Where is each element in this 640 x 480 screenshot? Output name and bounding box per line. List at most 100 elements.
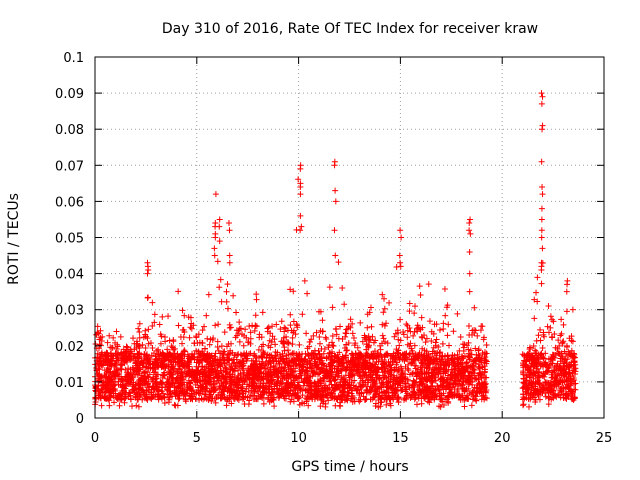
data-point bbox=[481, 369, 488, 376]
data-point bbox=[551, 330, 558, 337]
chart-title: Day 310 of 2016, Rate Of TEC Index for r… bbox=[162, 21, 538, 37]
data-point bbox=[252, 369, 259, 376]
data-point bbox=[274, 369, 281, 376]
data-point bbox=[220, 357, 227, 364]
data-point bbox=[118, 396, 125, 403]
data-point bbox=[127, 350, 134, 357]
data-point bbox=[477, 357, 484, 364]
data-point bbox=[193, 333, 200, 340]
data-point bbox=[416, 325, 423, 332]
data-point bbox=[201, 323, 208, 330]
data-point bbox=[533, 352, 540, 359]
data-point bbox=[226, 227, 233, 234]
y-tick-label: 0.01 bbox=[55, 376, 84, 391]
data-point bbox=[565, 385, 572, 392]
data-point bbox=[132, 370, 139, 377]
data-point bbox=[148, 395, 155, 402]
data-point bbox=[538, 158, 545, 165]
x-tick-label: 15 bbox=[392, 431, 409, 446]
data-point bbox=[323, 335, 330, 342]
data-point bbox=[373, 388, 380, 395]
data-point bbox=[269, 378, 276, 385]
data-point bbox=[528, 352, 535, 359]
data-point bbox=[477, 365, 484, 372]
data-point bbox=[216, 361, 223, 368]
data-point bbox=[445, 361, 452, 368]
data-point bbox=[530, 386, 537, 393]
data-point bbox=[466, 350, 473, 357]
data-point bbox=[181, 328, 188, 335]
data-point bbox=[194, 384, 201, 391]
data-point bbox=[311, 388, 318, 395]
data-point bbox=[568, 359, 575, 366]
data-point bbox=[397, 377, 404, 384]
data-point bbox=[402, 350, 409, 357]
data-point bbox=[289, 350, 296, 357]
data-point bbox=[303, 395, 310, 402]
data-point bbox=[538, 361, 545, 368]
data-point bbox=[233, 309, 240, 316]
data-point bbox=[531, 370, 538, 377]
data-point bbox=[168, 361, 175, 368]
data-point bbox=[304, 370, 311, 377]
data-point bbox=[551, 392, 558, 399]
data-point bbox=[341, 397, 348, 404]
data-point bbox=[212, 234, 219, 241]
data-point bbox=[255, 346, 262, 353]
data-point bbox=[284, 384, 291, 391]
data-point bbox=[443, 304, 450, 311]
data-point bbox=[354, 355, 361, 362]
data-point bbox=[94, 323, 101, 330]
data-point bbox=[383, 389, 390, 396]
data-point bbox=[428, 372, 435, 379]
y-tick-label: 0 bbox=[76, 412, 84, 427]
data-point bbox=[199, 350, 206, 357]
data-point bbox=[336, 349, 343, 356]
data-point bbox=[104, 361, 111, 368]
data-point bbox=[260, 349, 267, 356]
data-point bbox=[433, 360, 440, 367]
data-point bbox=[275, 358, 282, 365]
data-point bbox=[246, 350, 253, 357]
data-point bbox=[414, 401, 421, 408]
data-point bbox=[471, 366, 478, 373]
data-point bbox=[131, 353, 138, 360]
data-point bbox=[376, 376, 383, 383]
data-point bbox=[232, 389, 239, 396]
data-point bbox=[373, 391, 380, 398]
data-point bbox=[203, 312, 210, 319]
x-tick-label: 25 bbox=[596, 431, 613, 446]
data-point bbox=[103, 349, 110, 356]
data-point bbox=[556, 365, 563, 372]
data-point bbox=[250, 357, 257, 364]
data-point bbox=[466, 220, 473, 227]
data-point bbox=[379, 321, 386, 328]
data-point bbox=[341, 378, 348, 385]
data-point bbox=[299, 357, 306, 364]
data-point bbox=[423, 364, 430, 371]
data-point bbox=[561, 348, 568, 355]
data-point bbox=[383, 351, 390, 358]
data-point bbox=[391, 333, 398, 340]
data-point bbox=[393, 346, 400, 353]
data-point bbox=[280, 392, 287, 399]
data-point bbox=[173, 388, 180, 395]
data-point bbox=[280, 365, 287, 372]
data-point bbox=[180, 334, 187, 341]
data-point bbox=[354, 344, 361, 351]
data-point bbox=[406, 343, 413, 350]
data-point bbox=[197, 377, 204, 384]
data-point bbox=[161, 400, 168, 407]
data-point bbox=[298, 364, 305, 371]
data-point bbox=[188, 325, 195, 332]
data-point bbox=[362, 372, 369, 379]
data-point bbox=[318, 354, 325, 361]
data-point bbox=[265, 390, 272, 397]
data-point bbox=[372, 369, 379, 376]
data-point bbox=[339, 285, 346, 292]
data-point bbox=[560, 338, 567, 345]
data-point bbox=[221, 356, 228, 363]
data-point bbox=[96, 341, 103, 348]
data-point bbox=[228, 378, 235, 385]
data-point bbox=[223, 298, 230, 305]
